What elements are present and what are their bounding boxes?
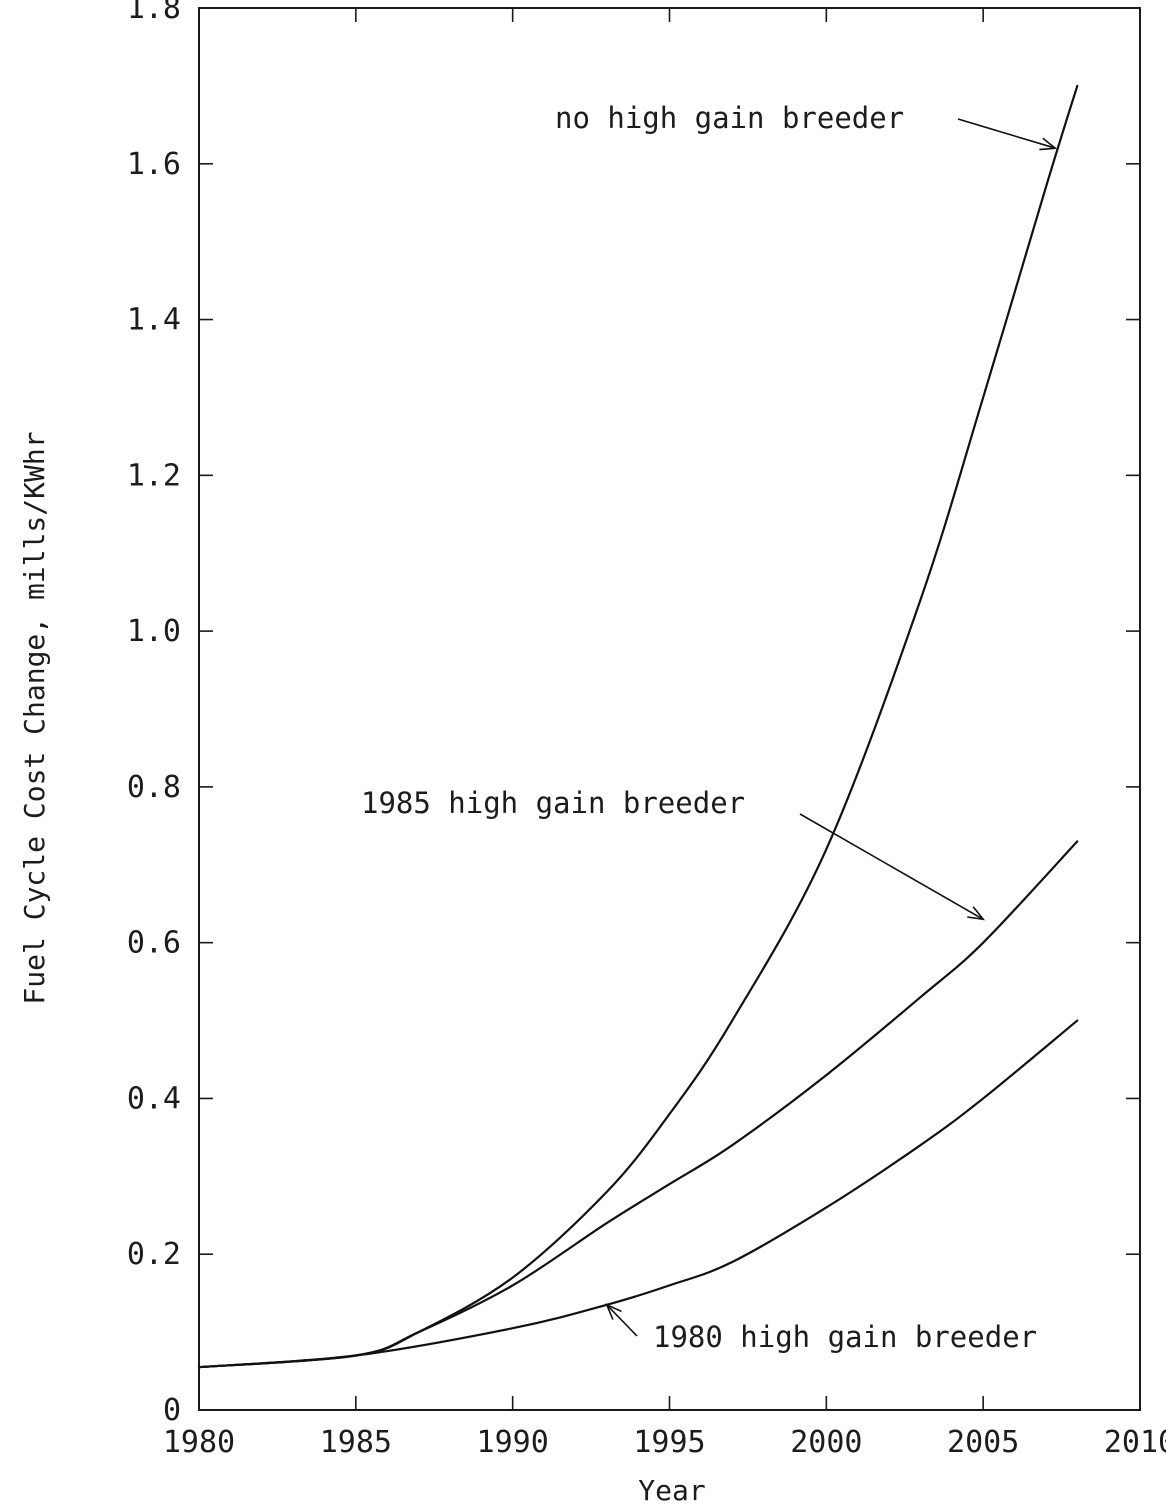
annotation-1980-high-gain-breeder-arrowhead xyxy=(605,1303,622,1320)
series-1980-high-gain-breeder xyxy=(197,1019,1079,1369)
y-tick-label: 0.8 xyxy=(127,770,181,805)
x-tick-label: 1990 xyxy=(477,1425,549,1460)
annotation-1980-high-gain-breeder-arrow xyxy=(606,1304,638,1337)
y-tick-label: 1.4 xyxy=(127,303,181,338)
y-tick-label: 1.8 xyxy=(127,0,181,26)
x-tick-label: 1980 xyxy=(163,1425,235,1460)
x-tick-label: 1985 xyxy=(320,1425,392,1460)
x-tick-label: 2005 xyxy=(947,1425,1019,1460)
y-tick-label: 1.0 xyxy=(127,614,181,649)
x-tick-label: 2000 xyxy=(790,1425,862,1460)
y-tick-label: 0.6 xyxy=(127,926,181,961)
y-tick-label: 0.4 xyxy=(127,1081,181,1116)
annotation-1985-high-gain-breeder-arrowhead xyxy=(967,906,986,921)
y-tick-label: 1.6 xyxy=(127,147,181,182)
y-tick-label: 1.2 xyxy=(127,458,181,493)
y-tick-label: 0.2 xyxy=(127,1237,181,1272)
x-axis-label: Year xyxy=(638,1474,705,1507)
annotation-no-high-gain-breeder-label: no high gain breeder xyxy=(555,101,904,135)
annotation-1985-high-gain-breeder-arrow xyxy=(799,813,984,920)
series-no-high-gain-breeder xyxy=(197,84,1079,1369)
plot-frame xyxy=(198,7,1141,1411)
x-tick-label: 1995 xyxy=(633,1425,705,1460)
series-1985-high-gain-breeder xyxy=(197,840,1079,1369)
annotation-1985-high-gain-breeder-label: 1985 high gain breeder xyxy=(361,786,745,820)
y-axis-label: Fuel Cycle Cost Change, mills/KWhr xyxy=(18,431,51,1004)
y-tick-label: 0 xyxy=(163,1393,181,1428)
annotation-no-high-gain-breeder-arrow xyxy=(957,118,1056,149)
annotation-no-high-gain-breeder-arrowhead xyxy=(1039,137,1058,151)
annotation-1980-high-gain-breeder-label: 1980 high gain breeder xyxy=(653,1320,1037,1354)
